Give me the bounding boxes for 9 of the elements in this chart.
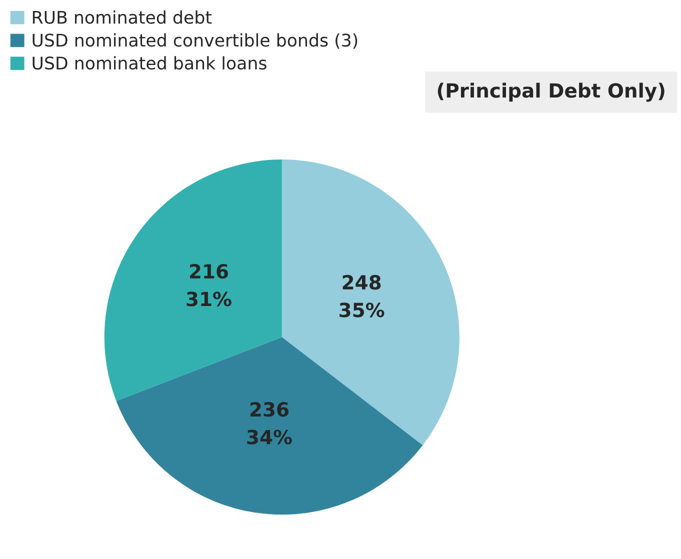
- pie-slice: [104, 160, 282, 401]
- data-label: 236 34%: [247, 402, 292, 444]
- pie-slice: [116, 337, 423, 515]
- legend-label: USD nominated bank loans: [32, 56, 266, 70]
- data-label: 216 31%: [186, 264, 232, 306]
- legend-label: RUB nominated debt: [32, 10, 212, 24]
- data-label: 248 35%: [340, 274, 384, 318]
- text: (Principal Debt Only): [438, 82, 664, 102]
- legend-label: USD nominated convertible bonds (3): [32, 33, 358, 49]
